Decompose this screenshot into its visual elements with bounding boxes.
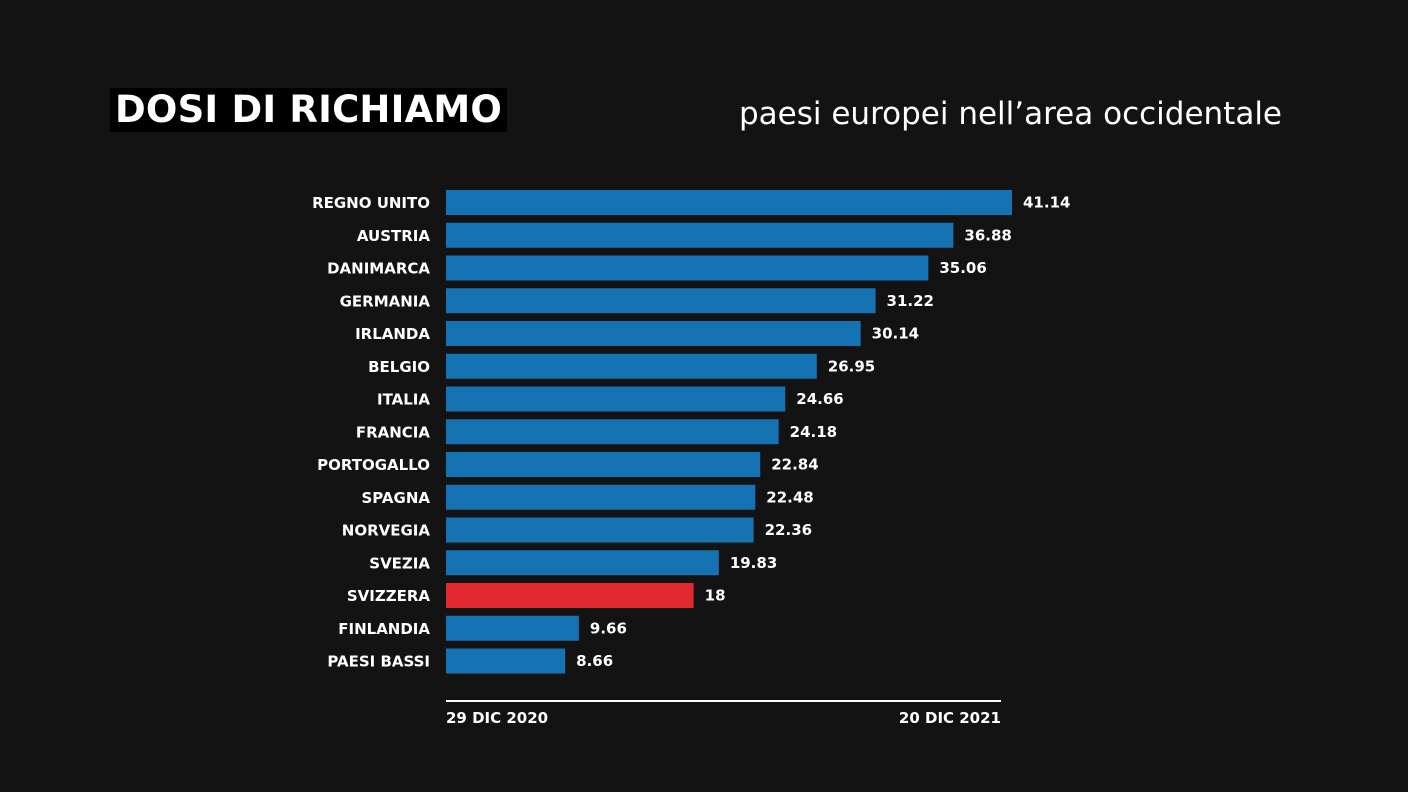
- value-label: 35.06: [939, 259, 986, 277]
- timeline-axis: 29 DIC 2020 20 DIC 2021: [446, 700, 1001, 727]
- value-label: 41.14: [1023, 194, 1070, 212]
- value-label: 24.66: [796, 390, 843, 408]
- bar-spagna: [446, 484, 756, 510]
- category-label: SPAGNA: [361, 489, 430, 507]
- category-label: REGNO UNITO: [312, 194, 430, 212]
- bar-paesi-bassi: [446, 648, 566, 674]
- bar-germania: [446, 288, 876, 314]
- value-label: 8.66: [576, 652, 613, 670]
- value-label: 26.95: [828, 357, 875, 375]
- timeline-end-label: 20 DIC 2021: [899, 709, 1001, 727]
- bar-austria: [446, 222, 954, 248]
- value-label: 30.14: [872, 325, 919, 343]
- category-label: GERMANIA: [340, 292, 431, 310]
- chart-subtitle: paesi europei nell’area occidentale: [738, 96, 1282, 132]
- bar-svezia: [446, 550, 719, 576]
- bar-portogallo: [446, 452, 761, 477]
- category-label: PAESI BASSI: [327, 653, 430, 671]
- bar-italia: [446, 386, 786, 412]
- bar-svizzera: [446, 583, 694, 608]
- chart-title: DOSI DI RICHIAMO: [110, 88, 508, 132]
- value-label: 24.18: [790, 423, 837, 441]
- category-label: ITALIA: [377, 391, 430, 409]
- timeline-start-label: 29 DIC 2020: [446, 709, 548, 727]
- category-label: DANIMARCA: [327, 260, 430, 278]
- bar-danimarca: [446, 255, 929, 281]
- category-label: AUSTRIA: [357, 227, 430, 245]
- category-label: FINLANDIA: [338, 620, 430, 638]
- value-label: 18: [705, 587, 726, 605]
- category-label: FRANCIA: [356, 423, 431, 441]
- bar-regno-unito: [446, 190, 1012, 215]
- value-label: 22.36: [765, 521, 812, 539]
- bar-norvegia: [446, 517, 754, 543]
- bar-belgio: [446, 353, 817, 379]
- category-label: SVIZZERA: [347, 587, 431, 605]
- bar-finlandia: [446, 615, 579, 641]
- value-label: 22.84: [771, 456, 818, 474]
- category-label: PORTOGALLO: [317, 456, 430, 474]
- category-label: NORVEGIA: [342, 522, 431, 540]
- value-label: 19.83: [730, 554, 777, 572]
- bar-francia: [446, 419, 779, 445]
- value-label: 22.48: [766, 488, 813, 506]
- category-label: IRLANDA: [355, 325, 430, 343]
- bar-irlanda: [446, 321, 861, 346]
- value-label: 36.88: [964, 226, 1011, 244]
- bars-group: REGNO UNITO 41.14 AUSTRIA 36.88 DANIMARCA 35.…: [312, 190, 1070, 674]
- category-label: BELGIO: [368, 358, 430, 376]
- category-label: SVEZIA: [369, 554, 430, 572]
- value-label: 9.66: [590, 619, 627, 637]
- value-label: 31.22: [887, 292, 934, 310]
